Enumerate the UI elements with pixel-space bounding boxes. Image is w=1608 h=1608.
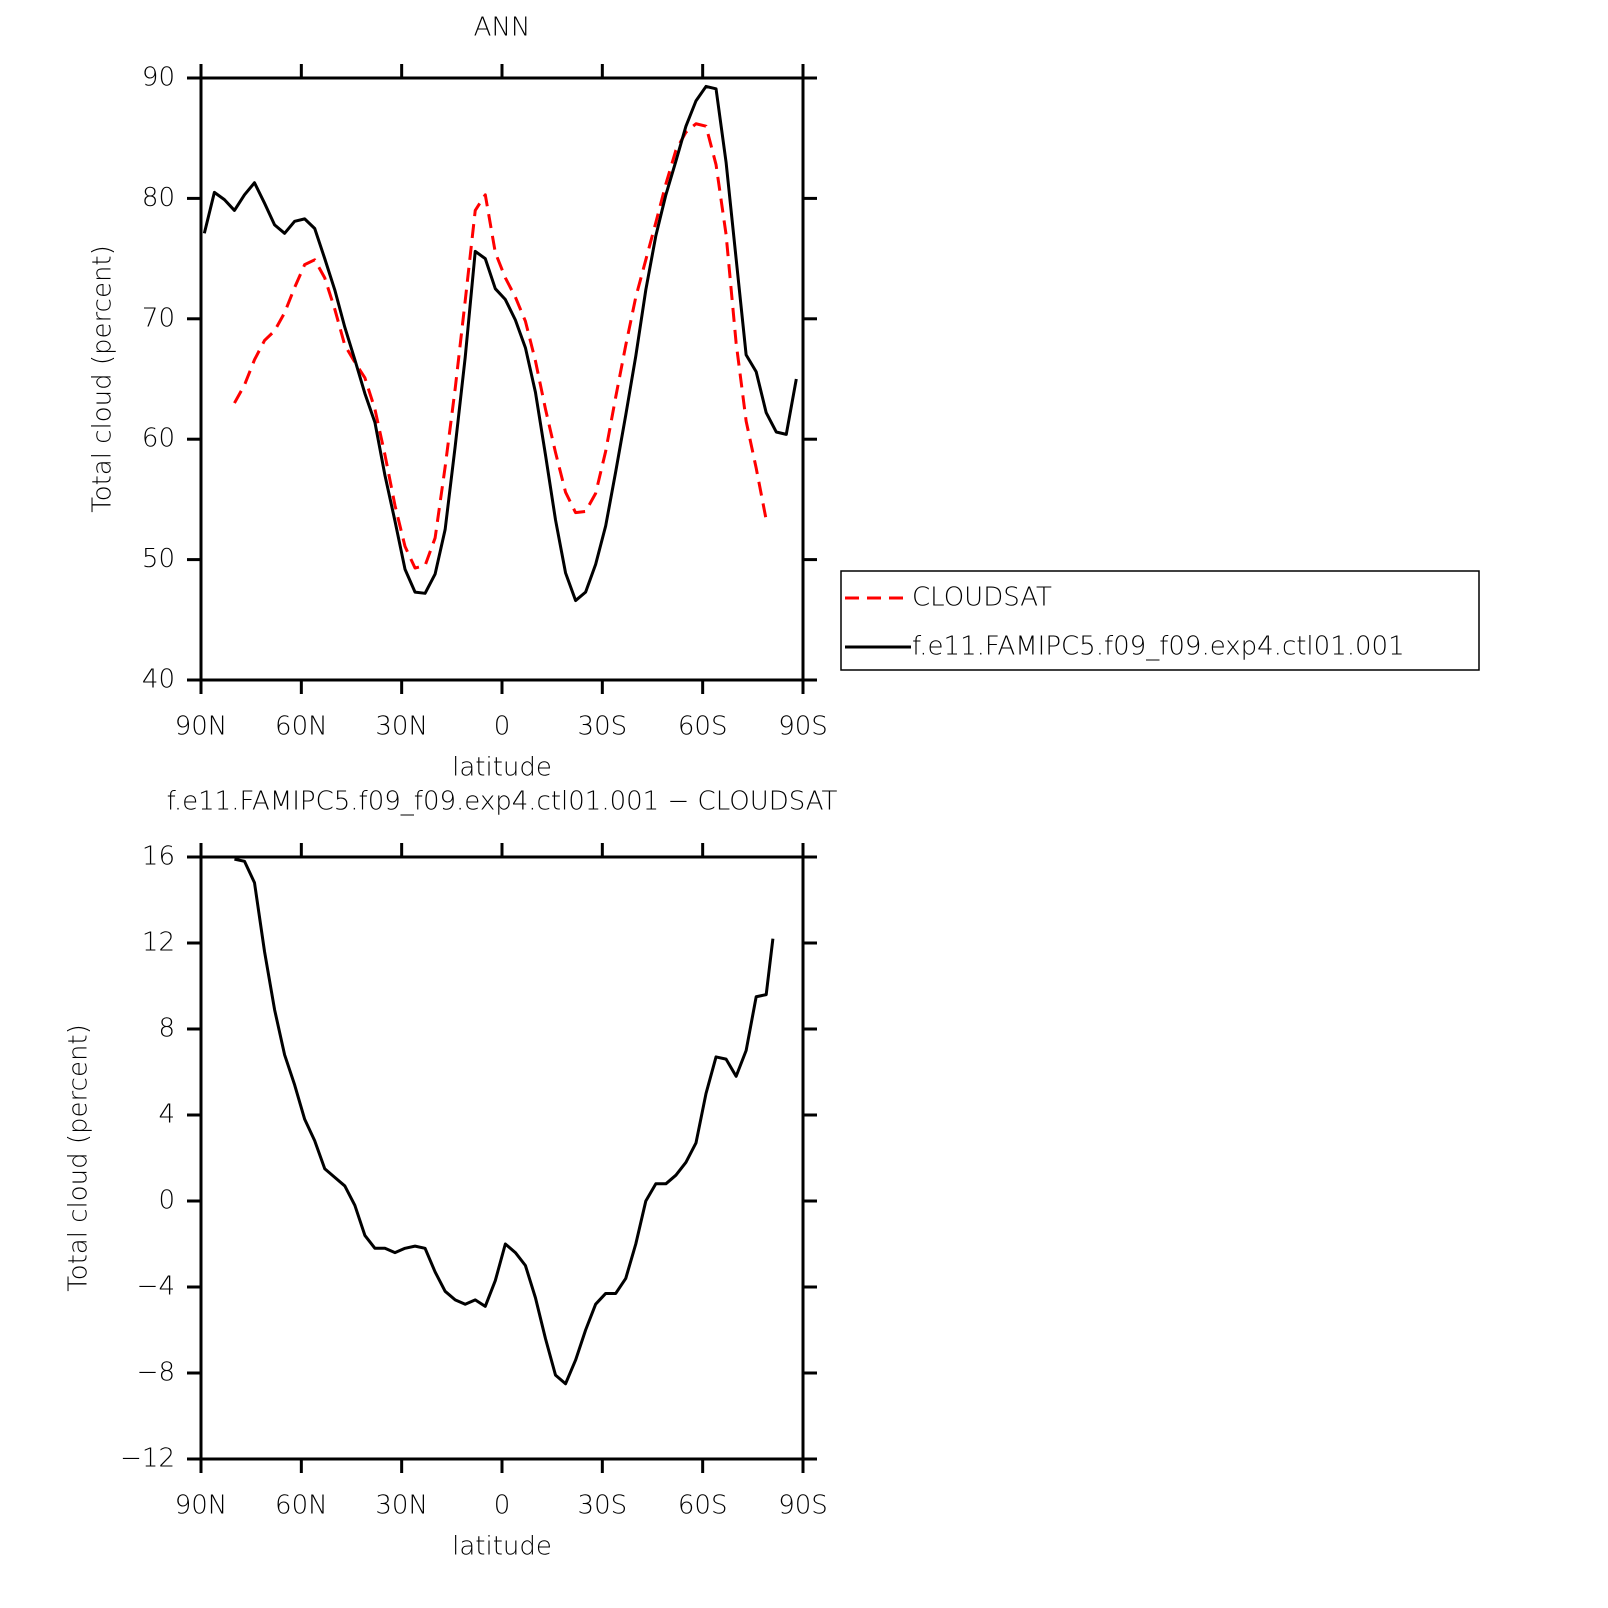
x-tick-label: 60S — [678, 1491, 728, 1521]
x-tick-label: 30N — [375, 1491, 428, 1521]
y-tick-label: 50 — [142, 544, 175, 574]
y-tick-label: −4 — [137, 1272, 175, 1302]
y-tick-label: 90 — [142, 63, 175, 93]
x-tick-label: 30S — [578, 1491, 628, 1521]
chart-title: f.e11.FAMIPC5.f09_f09.exp4.ctl01.001 − C… — [167, 787, 838, 817]
x-axis-label: latitude — [452, 1532, 552, 1562]
y-tick-label: 40 — [142, 665, 175, 695]
x-tick-label: 60N — [275, 712, 328, 742]
x-axis-label: latitude — [452, 753, 552, 783]
y-tick-label: −8 — [137, 1358, 175, 1388]
x-tick-label: 90S — [778, 712, 828, 742]
x-tick-label: 30S — [578, 712, 628, 742]
x-tick-label: 60S — [678, 712, 728, 742]
plot-lines — [234, 857, 775, 1386]
legend-label: CLOUDSAT — [912, 583, 1052, 613]
x-tick-label: 0 — [494, 1491, 511, 1521]
y-tick-label: 70 — [142, 303, 175, 333]
series-line — [233, 122, 768, 570]
x-tick-label: 90S — [778, 1491, 828, 1521]
y-tick-label: 4 — [158, 1100, 175, 1130]
x-tick-label: 60N — [275, 1491, 328, 1521]
y-tick-label: 80 — [142, 183, 175, 213]
legend-box — [840, 570, 1480, 671]
x-tick-label: 0 — [494, 712, 511, 742]
legend-label: f.e11.FAMIPC5.f09_f09.exp4.ctl01.001 — [912, 632, 1405, 662]
y-axis-label: Total cloud (percent) — [88, 245, 118, 513]
x-tick-label: 90N — [175, 1491, 228, 1521]
chart-title: ANN — [474, 13, 531, 43]
y-tick-label: 12 — [142, 928, 175, 958]
y-tick-label: 16 — [142, 842, 175, 872]
x-tick-label: 30N — [375, 712, 428, 742]
y-tick-label: 0 — [158, 1186, 175, 1216]
plot-frame — [199, 76, 805, 682]
plot-lines — [202, 84, 798, 603]
y-axis-label: Total cloud (percent) — [64, 1024, 94, 1292]
y-tick-label: 8 — [158, 1014, 175, 1044]
series-line — [234, 857, 775, 1386]
y-tick-label: −12 — [120, 1444, 175, 1474]
series-line — [202, 84, 798, 603]
x-tick-label: 90N — [175, 712, 228, 742]
plot-frame — [199, 855, 805, 1461]
y-tick-label: 60 — [142, 424, 175, 454]
